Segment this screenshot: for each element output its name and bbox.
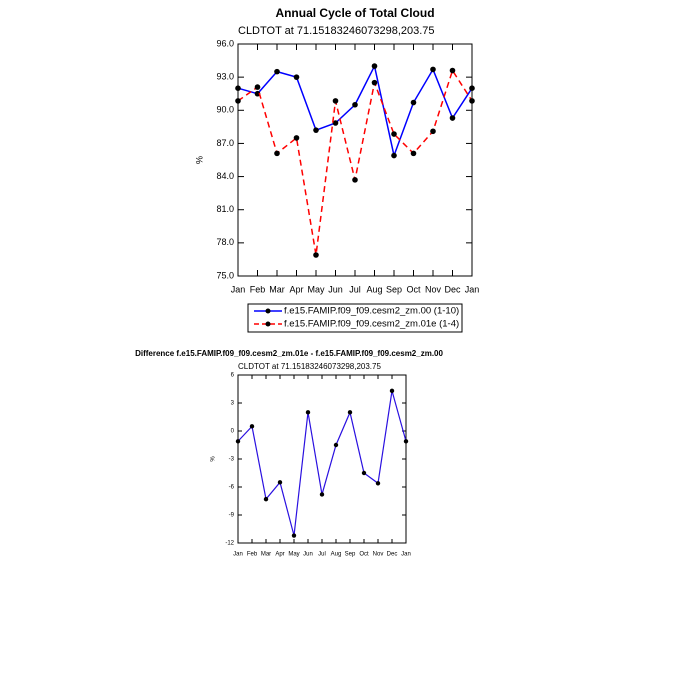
- data-point: [332, 98, 339, 104]
- chart-subtitle: CLDTOT at 71.15183246073298,203.75: [238, 362, 381, 371]
- data-point: [469, 85, 475, 91]
- legend-box: [247, 303, 463, 333]
- data-point: [403, 439, 409, 444]
- data-point: [375, 481, 381, 486]
- data-point: [361, 470, 367, 476]
- x-tick-label: Apr: [289, 284, 303, 294]
- y-axis-label: %: [194, 156, 204, 164]
- chart-subtitle: CLDTOT at 71.15183246073298,203.75: [238, 25, 435, 37]
- data-point: [410, 150, 417, 157]
- chart-title: Difference f.e15.FAMIP.f09_f09.cesm2_zm.…: [135, 349, 443, 358]
- legend-marker: [265, 321, 271, 327]
- data-point: [391, 131, 397, 137]
- legend-label: f.e15.FAMIP.f09_f09.cesm2_zm.01e (1-4): [284, 319, 459, 330]
- series-line: [237, 68, 473, 256]
- y-tick-label: -6: [229, 485, 235, 491]
- y-axis-label: %: [211, 456, 217, 462]
- data-point: [469, 98, 475, 104]
- x-tick-label: Jan: [233, 552, 243, 558]
- x-tick-label: Apr: [275, 552, 284, 558]
- x-tick-label: Jul: [349, 284, 361, 294]
- x-tick-label: Aug: [331, 552, 342, 558]
- x-tick-label: Nov: [425, 284, 442, 294]
- data-point: [305, 410, 311, 415]
- data-point: [235, 98, 241, 104]
- y-tick-label: 0: [231, 429, 235, 435]
- data-point: [274, 150, 280, 157]
- y-tick-label: 90.0: [216, 105, 234, 115]
- y-tick-label: -12: [225, 541, 234, 547]
- data-point: [319, 492, 325, 497]
- y-tick-label: 78.0: [216, 237, 234, 247]
- y-tick-label: 96.0: [216, 38, 234, 48]
- y-tick-label: -9: [229, 513, 235, 519]
- x-tick-label: Oct: [406, 284, 421, 294]
- y-tick-label: 3: [231, 401, 235, 407]
- data-point: [293, 74, 300, 80]
- x-tick-label: Nov: [373, 552, 384, 558]
- data-point: [249, 424, 255, 429]
- x-tick-label: Dec: [387, 552, 398, 558]
- data-point: [313, 127, 319, 133]
- data-point: [371, 79, 378, 86]
- y-tick-label: 81.0: [216, 204, 234, 214]
- data-point: [235, 85, 241, 91]
- legend-marker: [265, 308, 271, 314]
- data-point: [263, 496, 269, 502]
- x-tick-label: Jan: [401, 552, 411, 558]
- x-tick-label: Mar: [269, 284, 285, 294]
- x-tick-label: Sep: [345, 552, 356, 558]
- x-tick-label: Jan: [465, 284, 480, 294]
- x-tick-label: Jun: [328, 284, 343, 294]
- data-point: [371, 63, 378, 69]
- x-tick-label: Mar: [261, 552, 271, 558]
- data-point: [274, 68, 280, 75]
- data-point: [430, 128, 436, 135]
- data-point: [391, 152, 397, 159]
- data-point: [277, 480, 283, 485]
- x-tick-label: Feb: [250, 284, 266, 294]
- y-tick-label: 75.0: [216, 270, 234, 280]
- x-tick-label: Dec: [444, 284, 461, 294]
- x-tick-label: Feb: [247, 552, 258, 558]
- data-point: [347, 410, 353, 415]
- data-point: [293, 135, 300, 141]
- data-point: [352, 177, 358, 183]
- series-line: [237, 390, 407, 536]
- y-tick-label: -3: [229, 457, 235, 463]
- x-tick-label: Sep: [386, 284, 402, 294]
- y-tick-label: 6: [231, 373, 235, 379]
- data-point: [410, 99, 417, 106]
- data-point: [254, 90, 261, 97]
- chart-title: Annual Cycle of Total Cloud: [275, 6, 434, 20]
- data-point: [449, 115, 456, 121]
- x-tick-label: Jul: [318, 552, 326, 558]
- data-point: [333, 442, 339, 448]
- legend-label: f.e15.FAMIP.f09_f09.cesm2_zm.00 (1-10): [284, 306, 459, 317]
- data-point: [313, 252, 319, 258]
- plot-frame: [237, 374, 407, 544]
- x-tick-label: Oct: [359, 552, 369, 558]
- data-point: [449, 67, 456, 74]
- x-tick-label: Jun: [303, 552, 313, 558]
- data-point: [291, 533, 297, 538]
- y-tick-label: 87.0: [216, 138, 234, 148]
- data-point: [235, 439, 241, 444]
- x-tick-label: May: [307, 284, 325, 294]
- data-point: [430, 66, 436, 73]
- x-tick-label: Jan: [231, 284, 246, 294]
- data-point: [389, 388, 395, 394]
- data-point: [254, 84, 261, 90]
- y-tick-label: 93.0: [216, 72, 234, 82]
- x-tick-label: Aug: [366, 284, 382, 294]
- data-point: [352, 101, 358, 108]
- x-tick-label: May: [288, 552, 299, 558]
- y-tick-label: 84.0: [216, 171, 234, 181]
- data-point: [332, 120, 339, 126]
